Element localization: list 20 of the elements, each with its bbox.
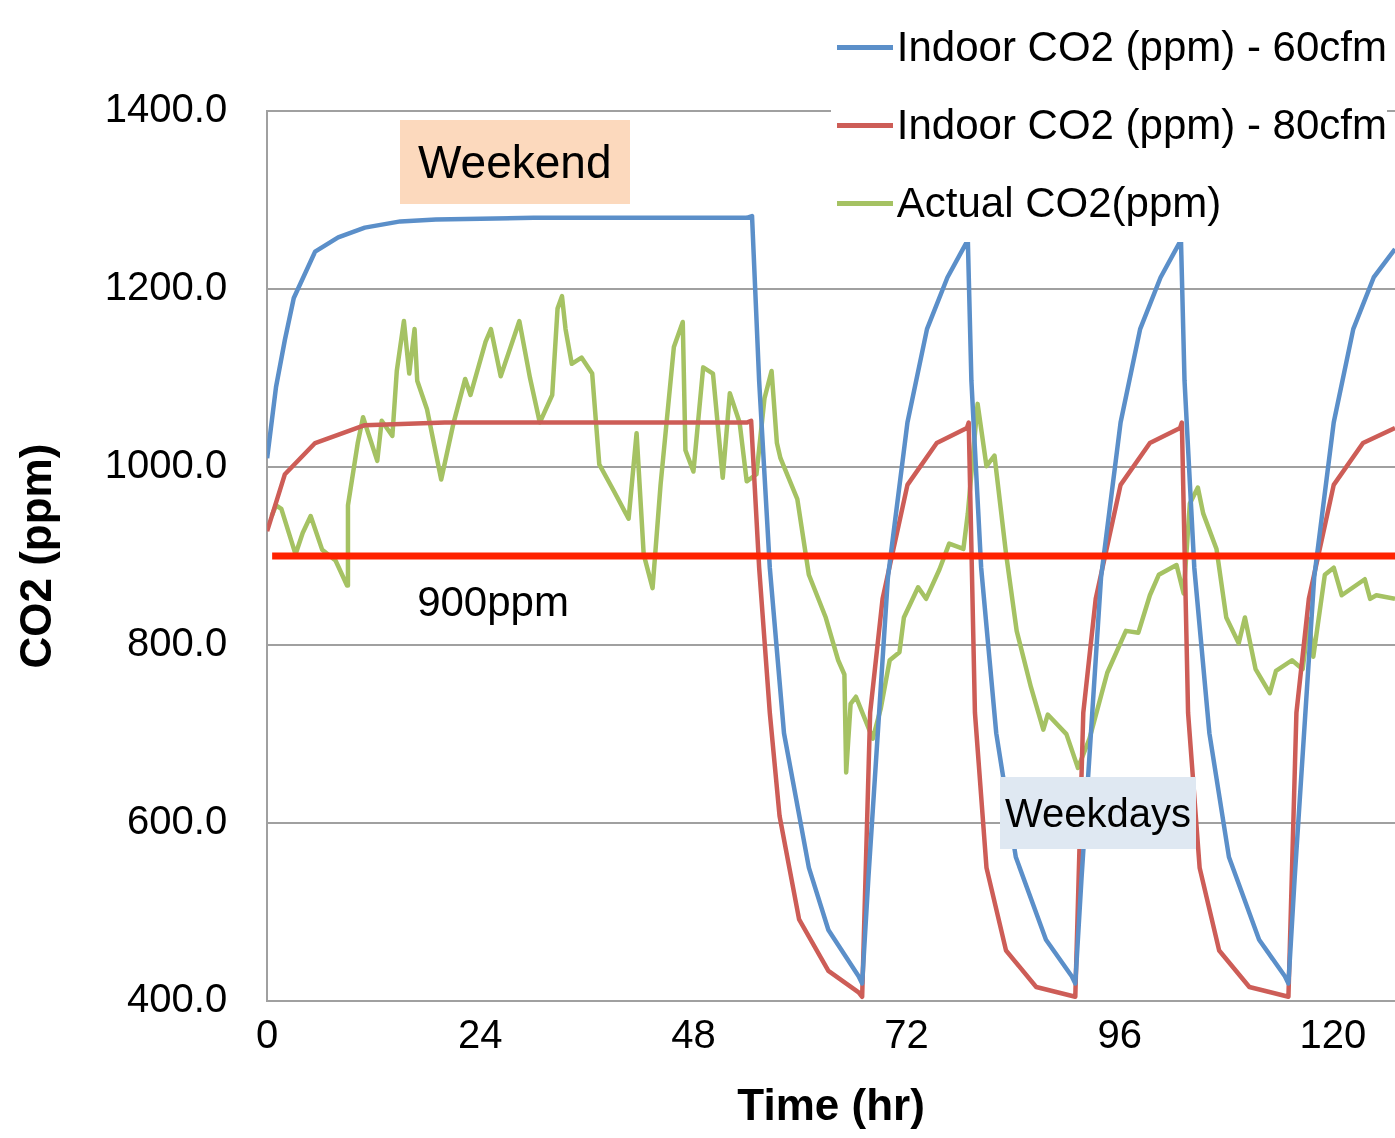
- x-tick-label: 120: [1299, 1012, 1367, 1057]
- legend-label: Indoor CO2 (ppm) - 60cfm: [896, 23, 1387, 71]
- x-axis-title: Time (hr): [737, 1079, 925, 1129]
- y-tick-label: 800.0: [127, 620, 228, 665]
- x-tick-label: 0: [256, 1012, 279, 1057]
- x-tick-label: 72: [884, 1012, 929, 1057]
- x-tick-label: 96: [1097, 1012, 1142, 1057]
- y-tick-label: 600.0: [127, 798, 228, 843]
- legend-label: Indoor CO2 (ppm) - 80cfm: [896, 101, 1387, 149]
- legend-label: Actual CO2(ppm): [896, 179, 1222, 227]
- y-axis-title: CO2 (ppm): [10, 443, 60, 669]
- x-tick-label: 24: [458, 1012, 503, 1057]
- x-tick-label: 48: [671, 1012, 716, 1057]
- y-tick-label: 1000.0: [104, 442, 228, 487]
- y-tick-label: 1400.0: [104, 86, 228, 131]
- annotation: Weekend: [400, 120, 630, 204]
- annotation: Weekdays: [1000, 777, 1197, 849]
- y-tick-label: 400.0: [127, 976, 228, 1021]
- y-tick-label: 1200.0: [104, 264, 228, 309]
- ref-line-label: 900ppm: [417, 577, 569, 625]
